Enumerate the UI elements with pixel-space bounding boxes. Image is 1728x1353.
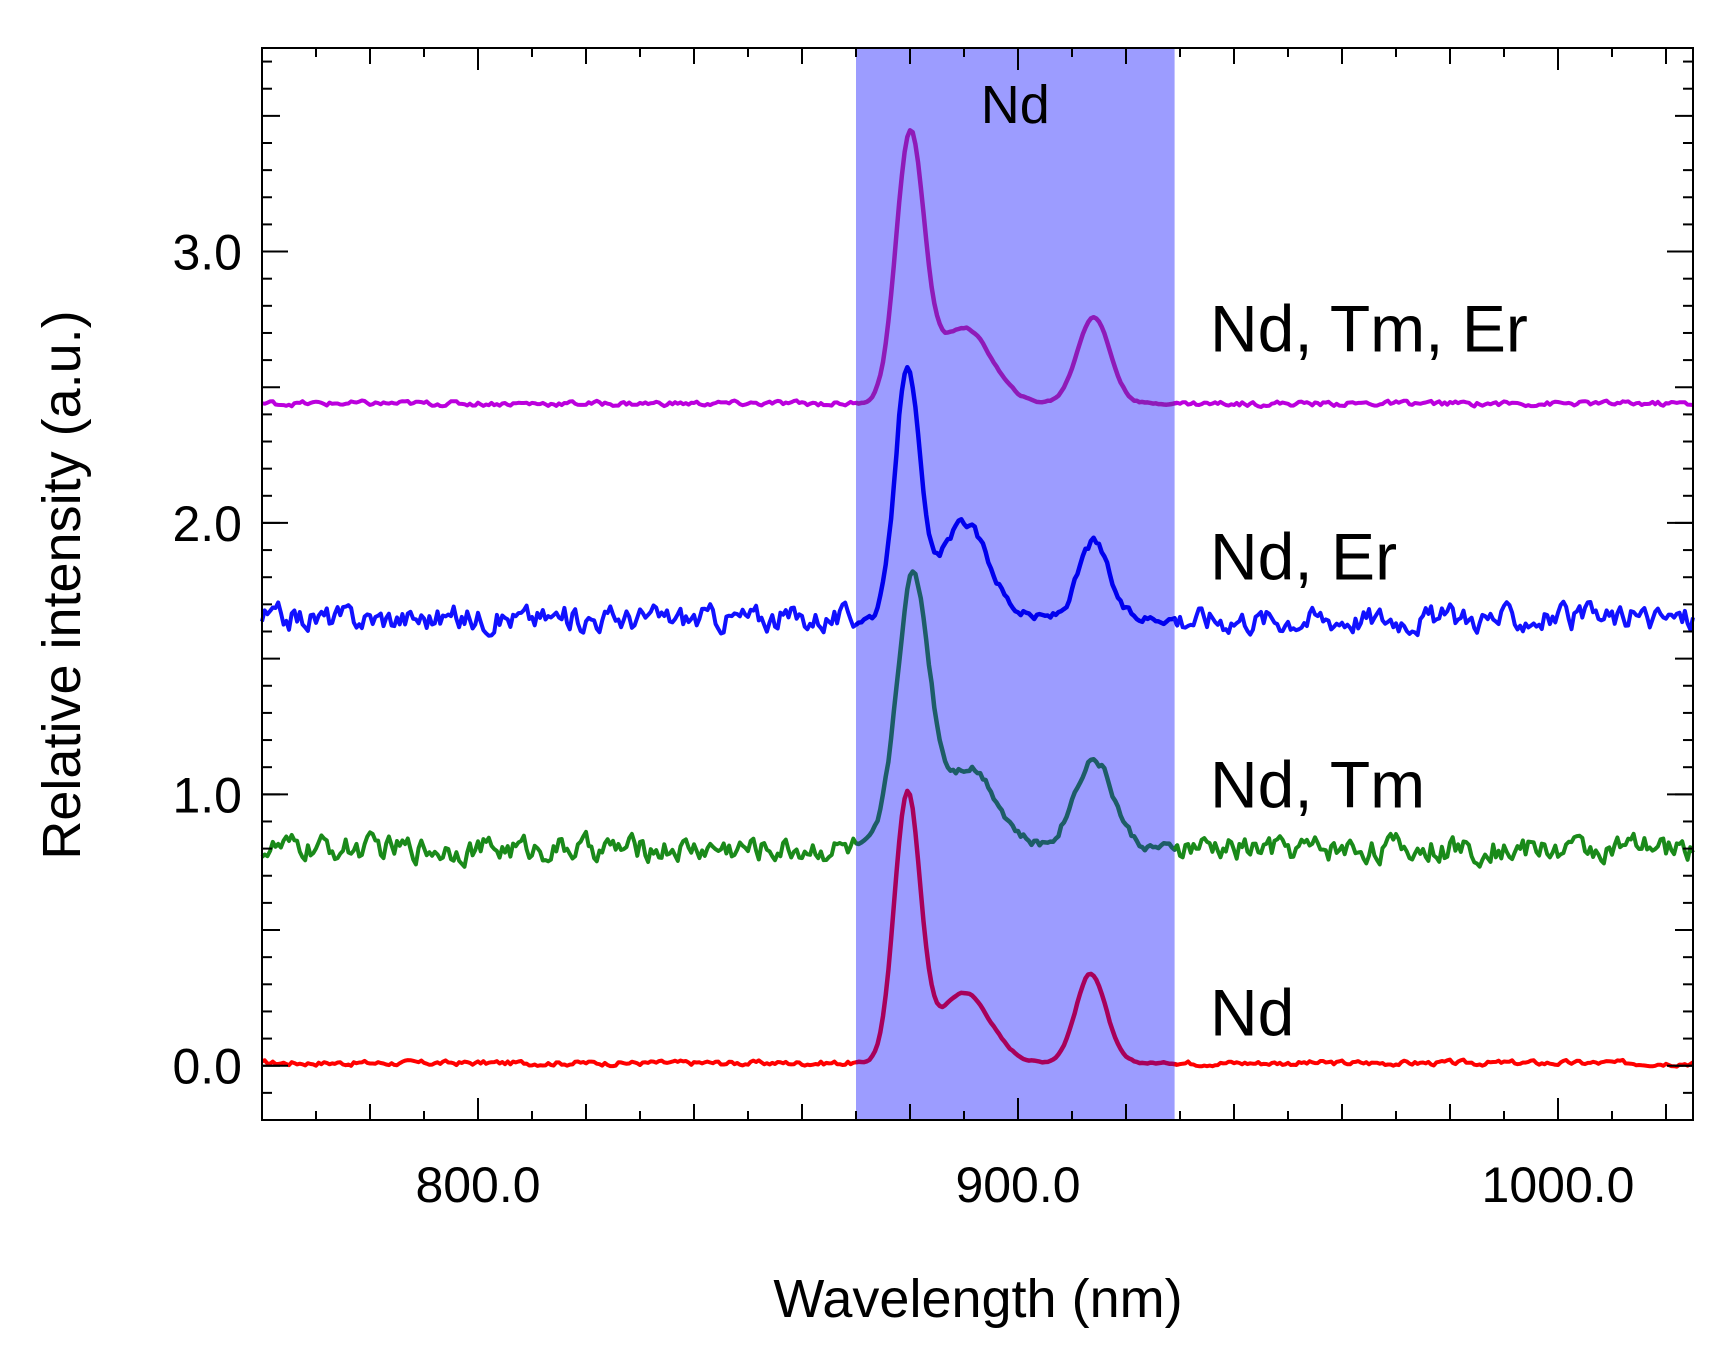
series-line-left — [260, 829, 860, 869]
series-label: Nd, Tm, Er — [1210, 292, 1528, 366]
y-tick-label: 1.0 — [172, 767, 242, 823]
x-tick-label: 800.0 — [415, 1157, 540, 1213]
y-tick-label: 3.0 — [172, 225, 242, 281]
series-line-right — [1174, 1057, 1695, 1069]
series-label: Nd — [1210, 975, 1294, 1049]
series-line-band — [855, 128, 1178, 407]
x-tick-label: 900.0 — [955, 1157, 1080, 1213]
series-line-band — [855, 569, 1180, 853]
series-line-left — [261, 1058, 860, 1069]
series-line-band — [855, 788, 1178, 1067]
band-label: Nd — [981, 75, 1050, 135]
series-line-right — [1174, 398, 1694, 409]
x-axis-title: Wavelength (nm) — [773, 1269, 1182, 1329]
series-label: Nd, Er — [1210, 520, 1397, 594]
series-line-left — [261, 398, 860, 409]
y-tick-label: 0.0 — [172, 1039, 242, 1095]
y-axis-title: Relative intensity (a.u.) — [32, 310, 92, 859]
series-line-right — [1172, 599, 1695, 638]
y-tick-label: 2.0 — [172, 496, 242, 552]
series-label: Nd, Tm — [1210, 747, 1425, 821]
nd-emission-band — [856, 48, 1175, 1120]
plot-frame — [261, 47, 1694, 1121]
series-layer: Nd Nd, Tm Nd, Er Nd, Tm, Er — [260, 128, 1695, 1069]
series-line-right — [1172, 831, 1695, 869]
tick-layer: 800.0 900.0 1000.0 0.0 1.0 2.0 3.0 — [172, 48, 1693, 1213]
x-tick-label: 1000.0 — [1482, 1157, 1635, 1213]
series-line-left — [260, 600, 860, 638]
series-line-band — [854, 364, 1180, 627]
